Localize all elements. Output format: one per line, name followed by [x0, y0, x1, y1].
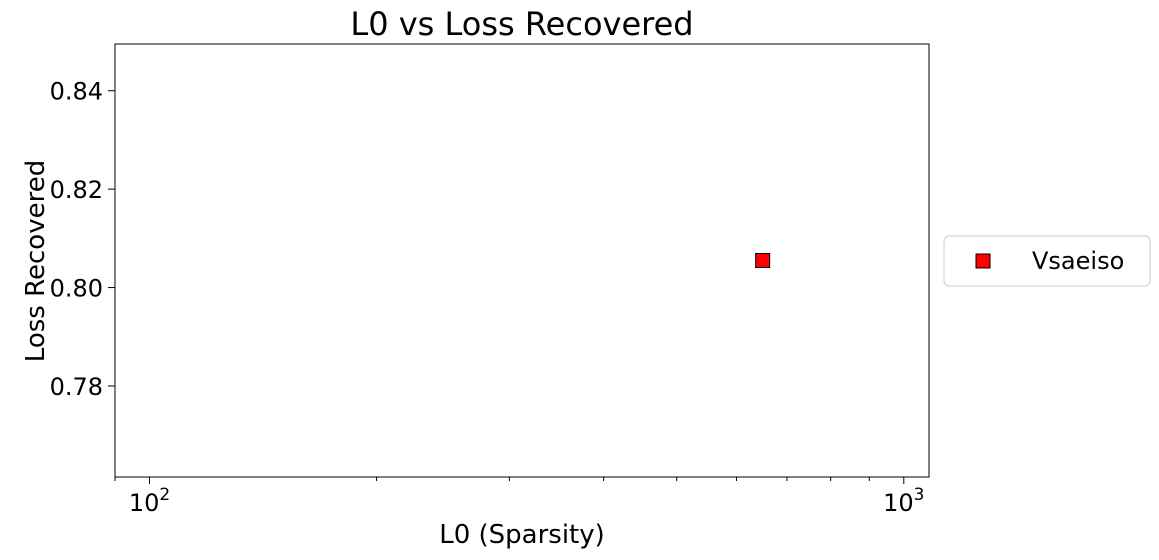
x-tick-label: 102: [129, 485, 170, 517]
legend-label: Vsaeiso: [1032, 247, 1124, 275]
x-axis: 102 103: [114, 477, 924, 517]
plot-area: [114, 43, 930, 478]
data-point: [755, 253, 771, 268]
y-axis: 0.78 0.80 0.82 0.84: [50, 78, 115, 401]
y-tick-label: 0.80: [50, 275, 103, 303]
plot-frame: [114, 43, 930, 478]
y-tick-label: 0.84: [50, 78, 103, 106]
y-tick-label: 0.78: [50, 373, 103, 401]
y-axis-label: Loss Recovered: [21, 160, 51, 362]
legend: Vsaeiso: [943, 235, 1151, 287]
y-tick-label: 0.82: [50, 176, 103, 204]
x-tick-label: 103: [883, 485, 924, 517]
legend-box: [943, 235, 1151, 287]
legend-marker: [975, 253, 991, 269]
data-points: [755, 253, 771, 268]
x-axis-label: L0 (Sparsity): [439, 520, 605, 550]
chart-title: L0 vs Loss Recovered: [350, 5, 693, 43]
